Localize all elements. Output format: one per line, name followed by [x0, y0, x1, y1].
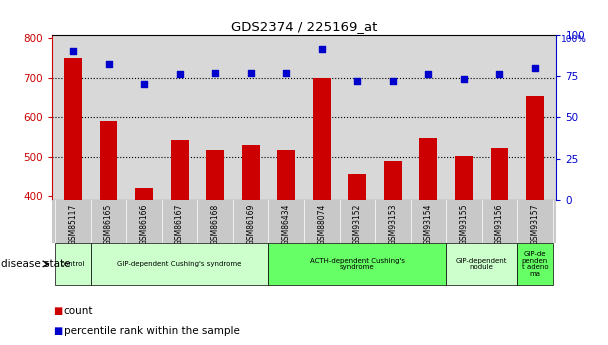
Text: percentile rank within the sample: percentile rank within the sample — [64, 326, 240, 335]
Point — [282, 70, 291, 75]
Text: GSM85117: GSM85117 — [69, 204, 77, 245]
Text: GSM86165: GSM86165 — [104, 204, 113, 245]
Point — [246, 70, 255, 75]
Bar — [135, 188, 153, 345]
Text: GSM86166: GSM86166 — [140, 204, 148, 245]
Bar — [313, 78, 331, 345]
Bar — [491, 148, 508, 345]
Bar — [455, 156, 473, 345]
Point — [139, 81, 149, 87]
Text: GSM93152: GSM93152 — [353, 204, 362, 245]
Text: disease state: disease state — [1, 259, 71, 269]
Text: control: control — [61, 261, 85, 267]
Text: GSM86168: GSM86168 — [210, 204, 219, 245]
Point — [424, 71, 434, 77]
Bar — [55, 243, 91, 285]
Bar — [242, 145, 260, 345]
Bar — [420, 138, 437, 345]
Point — [317, 47, 326, 52]
Point — [353, 78, 362, 83]
Bar — [384, 161, 402, 345]
Point — [494, 71, 504, 77]
Bar — [348, 175, 366, 345]
Point — [174, 71, 184, 77]
Text: GSM93154: GSM93154 — [424, 204, 433, 245]
Text: GSM93157: GSM93157 — [531, 204, 539, 245]
Bar — [446, 243, 517, 285]
Point — [459, 77, 469, 82]
Point — [388, 78, 398, 83]
Text: GSM86167: GSM86167 — [175, 204, 184, 245]
Bar — [91, 243, 269, 285]
Text: GIP-de
penden
t adeno
ma: GIP-de penden t adeno ma — [522, 251, 548, 277]
Bar — [517, 243, 553, 285]
Bar — [277, 150, 295, 345]
Text: GIP-dependent Cushing's syndrome: GIP-dependent Cushing's syndrome — [117, 261, 242, 267]
Bar — [206, 150, 224, 345]
Text: GSM93153: GSM93153 — [389, 204, 398, 245]
Text: GSM93156: GSM93156 — [495, 204, 504, 245]
Bar — [171, 140, 188, 345]
Text: count: count — [64, 306, 94, 316]
Text: 100%: 100% — [561, 34, 587, 43]
Point — [210, 70, 220, 75]
Text: GSM86169: GSM86169 — [246, 204, 255, 245]
Point — [68, 48, 78, 54]
Text: GIP-dependent
nodule: GIP-dependent nodule — [456, 258, 508, 270]
Bar — [100, 121, 117, 345]
Bar — [269, 243, 446, 285]
Text: GSM86434: GSM86434 — [282, 204, 291, 245]
Bar — [64, 58, 82, 345]
Bar — [526, 96, 544, 345]
Text: GSM93155: GSM93155 — [460, 204, 468, 245]
Text: ACTH-dependent Cushing's
syndrome: ACTH-dependent Cushing's syndrome — [310, 258, 405, 270]
Text: ■: ■ — [54, 326, 63, 335]
Title: GDS2374 / 225169_at: GDS2374 / 225169_at — [231, 20, 377, 33]
Point — [530, 65, 540, 70]
Point — [104, 61, 114, 67]
Text: GSM88074: GSM88074 — [317, 204, 326, 245]
Text: ■: ■ — [54, 306, 63, 316]
